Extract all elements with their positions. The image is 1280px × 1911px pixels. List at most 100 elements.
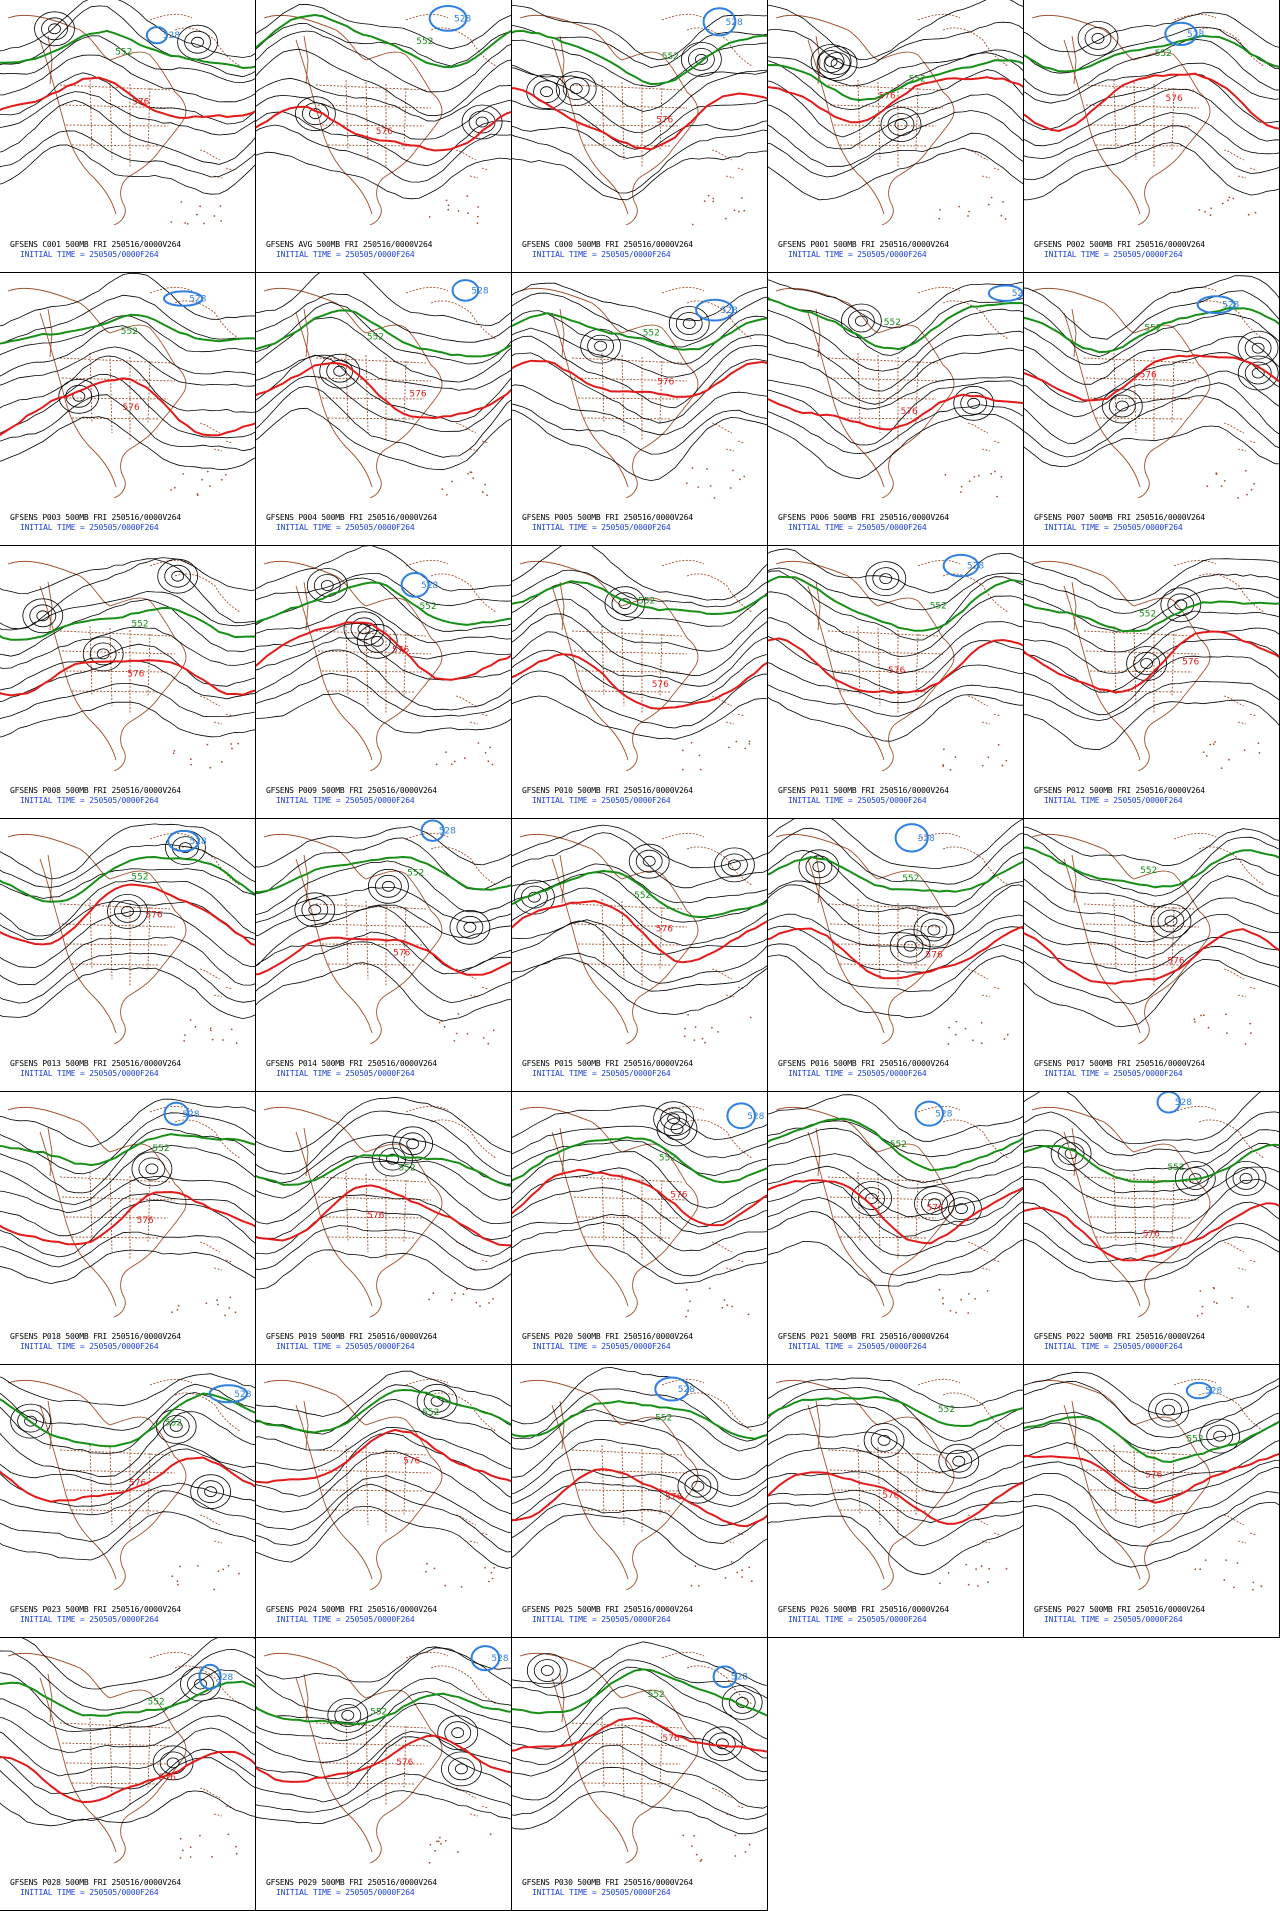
- geo-line: [571, 1449, 688, 1512]
- height-contour: [768, 884, 1023, 938]
- height-contour: [256, 375, 511, 433]
- geo-line: [711, 695, 745, 725]
- island-mark: [490, 1571, 493, 1574]
- contour-528-label: 528: [216, 1673, 233, 1683]
- island-mark: [700, 1858, 703, 1861]
- map-canvas: 552 576: [1024, 558, 1279, 772]
- height-contours: [1024, 558, 1279, 751]
- height-contours: [512, 1366, 767, 1571]
- height-contour: [1024, 945, 1279, 1005]
- island-mark: [1243, 749, 1246, 751]
- height-contour: [512, 1388, 767, 1442]
- island-mark: [217, 1303, 219, 1306]
- contour-576-label: 576: [1182, 658, 1199, 668]
- island-mark: [1257, 742, 1260, 744]
- geo-line: [967, 422, 1001, 452]
- initial-time-caption: INITIAL TIME = 250505/0000F264: [276, 1342, 415, 1351]
- valid-time-caption: GFSENS P030 500MB FRI 250516/0000V264: [522, 1878, 693, 1887]
- height-contour: [0, 701, 255, 738]
- island-mark: [179, 1837, 182, 1840]
- geo-line: [1063, 1131, 1141, 1307]
- contour-528-line: [1185, 1381, 1213, 1400]
- height-contour: [256, 77, 511, 122]
- closed-low-contour: [447, 1757, 475, 1781]
- island-mark: [938, 217, 941, 220]
- contour-576-line: [0, 883, 255, 946]
- map-canvas: 552 576: [256, 1096, 511, 1318]
- closed-low-contour: [1133, 652, 1160, 675]
- height-contour: [256, 94, 511, 140]
- map-canvas: 528 552 576: [256, 3, 511, 226]
- height-contour: [512, 887, 767, 947]
- ensemble-panel-04: 528 552 576 GFSENS P002 500MB FRI 250516/0…: [1024, 0, 1280, 273]
- height-contour: [768, 52, 1023, 111]
- contour-528-line: [167, 829, 200, 853]
- island-mark: [445, 751, 447, 753]
- height-contour: [1024, 1380, 1279, 1438]
- island-mark: [1205, 755, 1208, 757]
- contour-528-label: 528: [1205, 1387, 1222, 1397]
- contour-576-line: [0, 659, 255, 697]
- geo-line: [345, 1171, 407, 1260]
- island-mark: [967, 1583, 970, 1586]
- height-contour: [0, 1175, 255, 1214]
- island-mark: [1226, 1032, 1228, 1034]
- island-mark: [1193, 1018, 1196, 1021]
- island-mark: [958, 205, 960, 208]
- island-mark: [960, 485, 963, 488]
- height-contour: [512, 120, 767, 159]
- island-mark: [948, 1026, 950, 1029]
- island-mark: [955, 1311, 958, 1314]
- island-mark: [1210, 207, 1212, 210]
- geo-line: [601, 625, 663, 714]
- island-mark: [1204, 210, 1206, 213]
- contour-576-line: [768, 925, 1023, 980]
- height-contour: [256, 273, 511, 327]
- geo-line: [711, 968, 745, 998]
- contour-552-label: 552: [367, 332, 384, 342]
- height-contour: [256, 293, 511, 343]
- height-contour: [256, 649, 511, 711]
- geo-line: [559, 581, 565, 631]
- height-contour: [256, 385, 511, 458]
- valid-time-caption: GFSENS P016 500MB FRI 250516/0000V264: [778, 1059, 949, 1068]
- closed-low-contour: [863, 1423, 905, 1458]
- geo-line: [661, 1105, 705, 1113]
- geo-line: [601, 1717, 663, 1806]
- geo-line: [47, 1400, 53, 1450]
- height-contour: [1024, 1236, 1279, 1283]
- valid-time-caption: GFSENS C000 500MB FRI 250516/0000V264: [522, 240, 693, 249]
- geo-line: [1223, 149, 1257, 179]
- height-contour: [256, 1773, 511, 1813]
- contour-552-line: [512, 312, 767, 351]
- closed-low-contour: [29, 604, 57, 628]
- height-contour: [512, 1366, 767, 1428]
- closed-low-contour: [720, 853, 748, 877]
- contour-528-label: 528: [935, 1110, 952, 1120]
- key-contours: 528 552 576: [0, 26, 255, 119]
- height-contour: [0, 1098, 255, 1148]
- geo-line: [1063, 1404, 1141, 1580]
- contour-528-line: [942, 553, 980, 578]
- contour-528-label: 528: [1222, 301, 1239, 311]
- island-mark: [954, 1033, 957, 1036]
- height-contour: [768, 819, 1023, 869]
- height-contour: [1024, 699, 1279, 751]
- ensemble-panel-31: 528 552 576 GFSENS P029 500MB FRI 250516/0…: [256, 1638, 512, 1911]
- island-mark: [1215, 1302, 1218, 1304]
- closed-low-contour: [1199, 1418, 1241, 1454]
- island-mark: [707, 194, 710, 197]
- island-mark: [1253, 482, 1255, 485]
- contour-576-line: [768, 1179, 1023, 1245]
- height-contour: [256, 1194, 511, 1241]
- closed-low-contour: [635, 849, 663, 873]
- height-contour: [1024, 1166, 1279, 1208]
- closed-low-contour: [663, 1117, 691, 1141]
- contour-576-line: [768, 637, 1023, 694]
- closed-low-contour: [82, 636, 124, 672]
- closed-low-contour: [372, 1141, 413, 1177]
- closed-low-contour: [848, 309, 875, 333]
- closed-low-contour: [306, 568, 348, 603]
- contour-552-label: 552: [634, 891, 651, 901]
